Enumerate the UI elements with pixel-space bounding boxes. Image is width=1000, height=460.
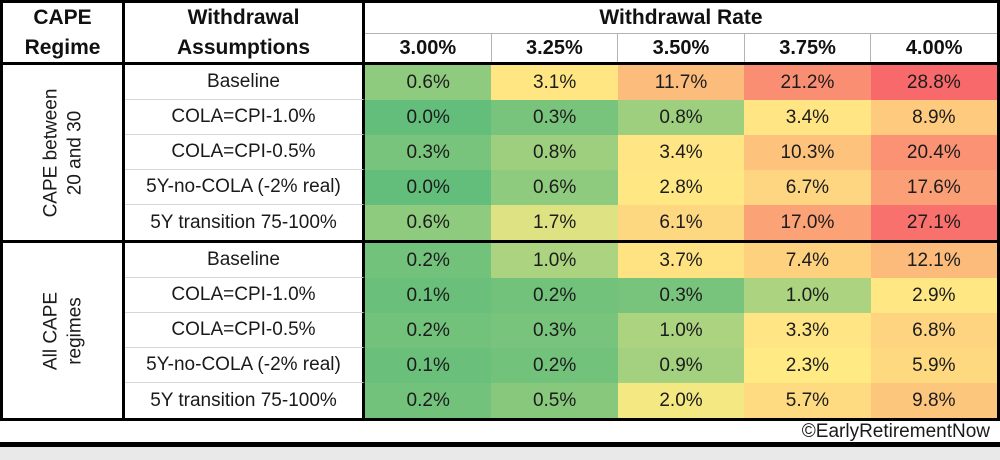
heatmap-cell: 10.3% (744, 135, 871, 170)
heatmap-cell: 1.0% (491, 243, 618, 278)
withdrawal-assumptions-line2: Assumptions (176, 35, 310, 59)
heatmap-cell: 3.1% (491, 65, 618, 100)
heatmap-cell: 0.0% (365, 100, 492, 135)
heatmap-cell: 3.4% (617, 135, 745, 170)
heatmap-cell: 21.2% (744, 65, 871, 100)
heatmap-cell: 1.7% (491, 205, 618, 240)
table-footer: ©EarlyRetirementNow (0, 421, 1000, 447)
heatmap-cell: 20.4% (870, 135, 998, 170)
table-row: Baseline 0.6% 3.1% 11.7% 21.2% 28.8% (125, 65, 998, 100)
group-rows: Baseline 0.2% 1.0% 3.7% 7.4% 12.1% COLA=CPI-1.… (125, 243, 998, 418)
cape-regime-line1: CAPE (33, 5, 92, 29)
heatmap-cell: 7.4% (744, 243, 871, 278)
withdrawal-rate-table: CAPE Regime Withdrawal Assumptions Withd… (0, 0, 1000, 421)
withdrawal-assumptions-line1: Withdrawal (187, 5, 300, 29)
table-row: COLA=CPI-1.0% 0.1% 0.2% 0.3% 1.0% 2.9% (125, 278, 998, 313)
heatmap-cell: 1.0% (617, 313, 745, 348)
withdrawal-assumptions-header: Withdrawal Assumptions (125, 3, 365, 62)
heatmap-cell: 12.1% (870, 243, 998, 278)
heatmap-cell: 3.7% (617, 243, 745, 278)
withdrawal-rate-header-block: Withdrawal Rate 3.00% 3.25% 3.50% 3.75% 4.00… (365, 3, 997, 62)
heatmap-cell: 0.5% (491, 383, 618, 418)
rate-column-header: 3.50% (618, 34, 745, 62)
heatmap-cell: 9.8% (870, 383, 998, 418)
heatmap-cell: 2.8% (617, 170, 745, 205)
row-label: Baseline (125, 243, 365, 278)
heatmap-cell: 0.3% (491, 313, 618, 348)
rate-column-header: 4.00% (905, 36, 963, 59)
heatmap-cell: 2.0% (617, 383, 745, 418)
heatmap-cell: 28.8% (870, 65, 998, 100)
heatmap-cell: 0.0% (365, 170, 492, 205)
heatmap-cell: 17.0% (744, 205, 871, 240)
heatmap-cell: 0.2% (365, 383, 492, 418)
heatmap-cell: 0.6% (365, 65, 492, 100)
table-row: COLA=CPI-0.5% 0.3% 0.8% 3.4% 10.3% 20.4% (125, 135, 998, 170)
row-label: 5Y-no-COLA (-2% real) (125, 348, 365, 383)
heatmap-cell: 0.1% (365, 278, 492, 313)
table-header: CAPE Regime Withdrawal Assumptions Withd… (3, 3, 997, 65)
table-row: COLA=CPI-1.0% 0.0% 0.3% 0.8% 3.4% 8.9% (125, 100, 998, 135)
table-body: CAPE between 20 and 30 Baseline 0.6% 3.1% 11.… (3, 65, 998, 421)
heatmap-cell: 0.3% (365, 135, 492, 170)
group-label-text: All CAPE regimes (39, 291, 85, 370)
heatmap-cell: 27.1% (870, 205, 998, 240)
heatmap-cell: 1.0% (744, 278, 871, 313)
row-label: 5Y transition 75-100% (125, 205, 365, 240)
heatmap-cell: 0.9% (617, 348, 745, 383)
heatmap-cell: 0.6% (491, 170, 618, 205)
row-label: COLA=CPI-1.0% (125, 100, 365, 135)
row-label: 5Y transition 75-100% (125, 383, 365, 418)
heatmap-cell: 0.3% (491, 100, 618, 135)
group-label-text: CAPE between 20 and 30 (39, 88, 85, 217)
rate-column-header: 3.00% (365, 34, 492, 62)
row-group-1: CAPE between 20 and 30 Baseline 0.6% 3.1% 11.… (3, 65, 998, 243)
heatmap-cell: 8.9% (870, 100, 998, 135)
heatmap-cell: 6.1% (617, 205, 745, 240)
heatmap-cell: 5.7% (744, 383, 871, 418)
table-row: 5Y transition 75-100% 0.6% 1.7% 6.1% 17.0% 27… (125, 205, 998, 240)
table-row: 5Y-no-COLA (-2% real) 0.0% 0.6% 2.8% 6.7% 17.… (125, 170, 998, 205)
row-label: COLA=CPI-1.0% (125, 278, 365, 313)
row-group-2: All CAPE regimes Baseline 0.2% 1.0% 3.7% 7.4% 1… (3, 243, 998, 421)
table-row: 5Y transition 75-100% 0.2% 0.5% 2.0% 5.7% 9.8… (125, 383, 998, 418)
rate-column-headers: 3.00% 3.25% 3.50% 3.75% 4.00% (365, 34, 997, 62)
heatmap-cell: 0.6% (365, 205, 492, 240)
heatmap-cell: 0.1% (365, 348, 492, 383)
heatmap-cell: 0.2% (365, 243, 492, 278)
heatmap-cell: 11.7% (617, 65, 745, 100)
rate-column-header: 3.25% (492, 34, 619, 62)
heatmap-cell: 0.3% (617, 278, 745, 313)
cape-regime-line2: Regime (24, 35, 101, 59)
row-label: COLA=CPI-0.5% (125, 135, 365, 170)
heatmap-cell: 6.8% (870, 313, 998, 348)
heatmap-cell: 3.4% (744, 100, 871, 135)
group-rows: Baseline 0.6% 3.1% 11.7% 21.2% 28.8% COLA=CPI-… (125, 65, 998, 240)
heatmap-cell: 17.6% (870, 170, 998, 205)
row-label: Baseline (125, 65, 365, 100)
heatmap-cell: 0.8% (617, 100, 745, 135)
heatmap-cell: 6.7% (744, 170, 871, 205)
group-label: All CAPE regimes (3, 243, 125, 418)
heatmap-cell: 0.2% (491, 348, 618, 383)
heatmap-cell: 0.8% (491, 135, 618, 170)
heatmap-cell: 5.9% (870, 348, 998, 383)
withdrawal-rate-title: Withdrawal Rate (365, 3, 997, 34)
heatmap-cell: 2.9% (870, 278, 998, 313)
heatmap-cell: 0.2% (365, 313, 492, 348)
heatmap-cell: 2.3% (744, 348, 871, 383)
table-row: Baseline 0.2% 1.0% 3.7% 7.4% 12.1% (125, 243, 998, 278)
row-label: 5Y-no-COLA (-2% real) (125, 170, 365, 205)
heatmap-cell: 3.3% (744, 313, 871, 348)
rate-column-header: 3.75% (745, 34, 872, 62)
table-row: COLA=CPI-0.5% 0.2% 0.3% 1.0% 3.3% 6.8% (125, 313, 998, 348)
group-label: CAPE between 20 and 30 (3, 65, 125, 240)
cape-regime-header: CAPE Regime (3, 3, 125, 62)
row-label: COLA=CPI-0.5% (125, 313, 365, 348)
table-row: 5Y-no-COLA (-2% real) 0.1% 0.2% 0.9% 2.3% 5.9… (125, 348, 998, 383)
heatmap-cell: 0.2% (491, 278, 618, 313)
copyright-text: ©EarlyRetirementNow (801, 420, 990, 442)
